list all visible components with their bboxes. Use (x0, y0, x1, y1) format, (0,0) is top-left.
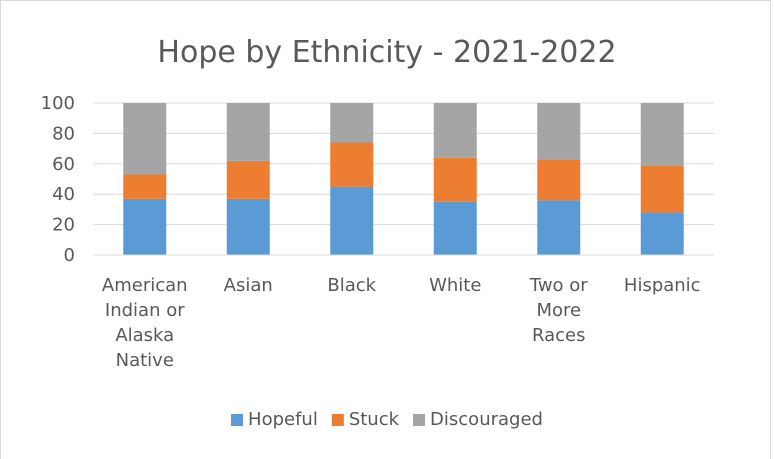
bar-stuck (537, 159, 580, 200)
x-axis-labels: American Indian or Alaska Native Asian Black W… (102, 275, 701, 371)
bar-hopeful (123, 199, 166, 255)
y-tick-label: 0 (64, 245, 75, 266)
legend-swatch (332, 414, 344, 426)
bar-hopeful (330, 187, 373, 255)
bar-stuck (641, 165, 684, 212)
x-tick-label: Asian (224, 275, 273, 296)
legend-swatch (231, 414, 243, 426)
bar-hopeful (537, 200, 580, 255)
bar-discouraged (641, 103, 684, 165)
bars (123, 103, 684, 255)
chart-title: Hope by Ethnicity - 2021-2022 (157, 35, 616, 70)
bar-stuck (434, 158, 477, 202)
bar-hopeful (641, 212, 684, 255)
bar-discouraged (123, 103, 166, 174)
bar-discouraged (537, 103, 580, 159)
y-tick-label: 40 (52, 184, 75, 205)
bar-discouraged (434, 103, 477, 158)
x-tick-label: White (429, 275, 481, 296)
y-tick-label: 20 (52, 215, 75, 236)
legend-label: Discouraged (430, 409, 543, 430)
gridlines (93, 103, 714, 225)
x-tick-label: Black (327, 275, 376, 296)
bar-discouraged (227, 103, 270, 161)
bar-stuck (330, 143, 373, 187)
x-tick-label: Two or More Races (529, 275, 588, 346)
bar-stuck (227, 161, 270, 199)
legend: Hopeful Stuck Discouraged (231, 409, 543, 430)
bar-discouraged (330, 103, 373, 143)
x-tick-label: Hispanic (624, 275, 701, 296)
legend-label: Hopeful (248, 409, 318, 430)
legend-item-stuck: Stuck (332, 409, 400, 430)
bar-hopeful (434, 202, 477, 255)
legend-label: Stuck (349, 409, 400, 430)
legend-swatch (413, 414, 425, 426)
legend-item-hopeful: Hopeful (231, 409, 318, 430)
bar-stuck (123, 174, 166, 198)
y-tick-label: 100 (41, 93, 75, 114)
y-tick-label: 80 (52, 123, 75, 144)
y-axis-ticks: 0 20 40 60 80 100 (41, 93, 75, 266)
legend-item-discouraged: Discouraged (413, 409, 543, 430)
bar-hopeful (227, 199, 270, 255)
x-tick-label: American Indian or Alaska Native (102, 275, 188, 371)
y-tick-label: 60 (52, 154, 75, 175)
